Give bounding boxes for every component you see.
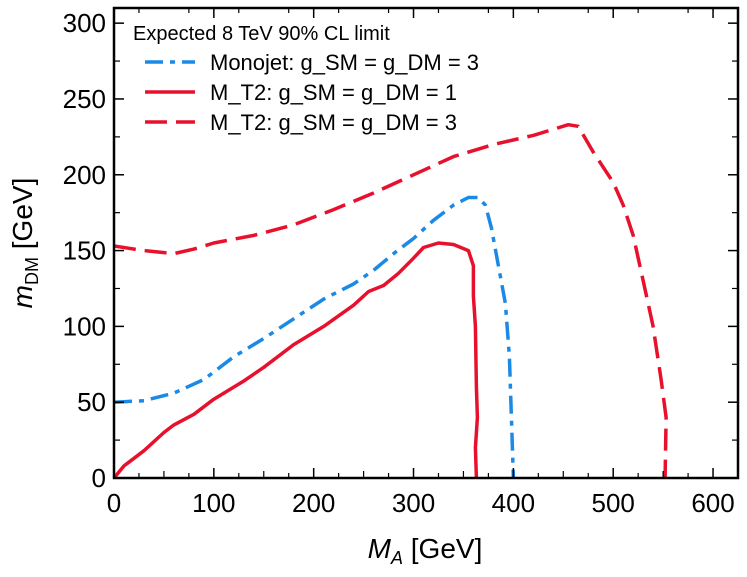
- x-tick-label: 300: [392, 488, 435, 518]
- plot-frame: [112, 6, 740, 480]
- x-tick-label: 100: [192, 488, 235, 518]
- y-tick-label: 0: [92, 463, 106, 493]
- x-tick-label: 0: [107, 488, 121, 518]
- legend-title: Expected 8 TeV 90% CL limit: [133, 23, 390, 45]
- y-axis-label: mDM [GeV]: [7, 178, 42, 309]
- x-tick-label: 400: [492, 488, 535, 518]
- y-tick-label: 50: [77, 387, 106, 417]
- y-tick-label: 150: [63, 236, 106, 266]
- x-tick-label: 600: [691, 488, 734, 518]
- legend-label-1: M_T2: g_SM = g_DM = 1: [210, 80, 457, 105]
- series-line-0: [113, 195, 516, 479]
- legend-label-2: M_T2: g_SM = g_DM = 3: [210, 110, 457, 135]
- x-tick-label: 500: [592, 488, 635, 518]
- y-tick-label: 100: [63, 311, 106, 341]
- y-tick-label: 200: [63, 160, 106, 190]
- y-tick-label: 300: [63, 8, 106, 38]
- x-axis-label: MA [GeV]: [368, 533, 483, 568]
- legend-label-0: Monojet: g_SM = g_DM = 3: [210, 50, 479, 75]
- x-tick-label: 200: [292, 488, 335, 518]
- series-line-1: [112, 241, 480, 480]
- y-tick-label: 250: [63, 84, 106, 114]
- series-line-2: [113, 122, 668, 479]
